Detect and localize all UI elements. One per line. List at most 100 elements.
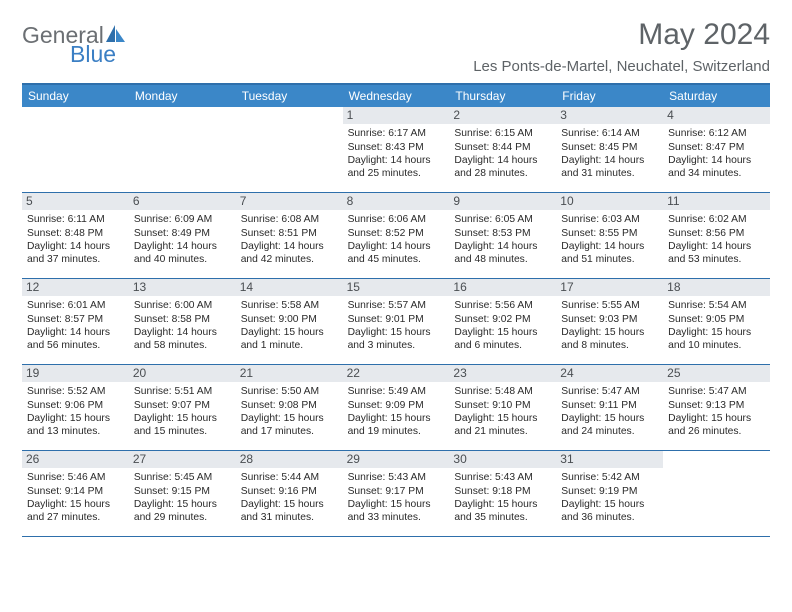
sunset-text: Sunset: 8:45 PM (561, 141, 658, 154)
sunset-text: Sunset: 9:00 PM (241, 313, 338, 326)
day-number: 13 (129, 279, 236, 296)
sunset-text: Sunset: 9:02 PM (454, 313, 551, 326)
day-number: 29 (343, 451, 450, 468)
day-cell: 25Sunrise: 5:47 AMSunset: 9:13 PMDayligh… (663, 365, 770, 450)
sunrise-text: Sunrise: 6:11 AM (27, 213, 124, 226)
sunrise-text: Sunrise: 5:57 AM (348, 299, 445, 312)
daylight-text: Daylight: 14 hours (27, 240, 124, 253)
sunrise-text: Sunrise: 6:14 AM (561, 127, 658, 140)
daylight-text: and 17 minutes. (241, 425, 338, 438)
sunset-text: Sunset: 9:16 PM (241, 485, 338, 498)
day-cell: 1Sunrise: 6:17 AMSunset: 8:43 PMDaylight… (343, 107, 450, 192)
daylight-text: Daylight: 15 hours (348, 412, 445, 425)
sunrise-text: Sunrise: 6:00 AM (134, 299, 231, 312)
day-number: 27 (129, 451, 236, 468)
dow-wednesday: Wednesday (343, 85, 450, 107)
sunrise-text: Sunrise: 6:01 AM (27, 299, 124, 312)
dow-sunday: Sunday (22, 85, 129, 107)
daylight-text: and 1 minute. (241, 339, 338, 352)
daylight-text: and 56 minutes. (27, 339, 124, 352)
day-cell: 16Sunrise: 5:56 AMSunset: 9:02 PMDayligh… (449, 279, 556, 364)
daylight-text: Daylight: 15 hours (561, 326, 658, 339)
day-number: 3 (556, 107, 663, 124)
sunrise-text: Sunrise: 6:08 AM (241, 213, 338, 226)
sunrise-text: Sunrise: 5:58 AM (241, 299, 338, 312)
day-number: 12 (22, 279, 129, 296)
day-cell: 27Sunrise: 5:45 AMSunset: 9:15 PMDayligh… (129, 451, 236, 536)
sunset-text: Sunset: 8:56 PM (668, 227, 765, 240)
day-cell: 23Sunrise: 5:48 AMSunset: 9:10 PMDayligh… (449, 365, 556, 450)
daylight-text: Daylight: 15 hours (348, 326, 445, 339)
day-cell: 13Sunrise: 6:00 AMSunset: 8:58 PMDayligh… (129, 279, 236, 364)
daylight-text: Daylight: 14 hours (348, 154, 445, 167)
day-cell: 7Sunrise: 6:08 AMSunset: 8:51 PMDaylight… (236, 193, 343, 278)
daylight-text: Daylight: 15 hours (561, 498, 658, 511)
calendar: Sunday Monday Tuesday Wednesday Thursday… (22, 83, 770, 537)
day-cell: 5Sunrise: 6:11 AMSunset: 8:48 PMDaylight… (22, 193, 129, 278)
day-cell: 30Sunrise: 5:43 AMSunset: 9:18 PMDayligh… (449, 451, 556, 536)
day-cell: 29Sunrise: 5:43 AMSunset: 9:17 PMDayligh… (343, 451, 450, 536)
daylight-text: Daylight: 14 hours (561, 240, 658, 253)
daylight-text: and 42 minutes. (241, 253, 338, 266)
day-cell: 4Sunrise: 6:12 AMSunset: 8:47 PMDaylight… (663, 107, 770, 192)
daylight-text: Daylight: 15 hours (561, 412, 658, 425)
sunset-text: Sunset: 9:03 PM (561, 313, 658, 326)
week-row: 1Sunrise: 6:17 AMSunset: 8:43 PMDaylight… (22, 107, 770, 193)
sunrise-text: Sunrise: 5:48 AM (454, 385, 551, 398)
sunrise-text: Sunrise: 5:42 AM (561, 471, 658, 484)
sunset-text: Sunset: 8:52 PM (348, 227, 445, 240)
sunset-text: Sunset: 9:05 PM (668, 313, 765, 326)
week-row: 12Sunrise: 6:01 AMSunset: 8:57 PMDayligh… (22, 279, 770, 365)
day-cell: 15Sunrise: 5:57 AMSunset: 9:01 PMDayligh… (343, 279, 450, 364)
daylight-text: and 37 minutes. (27, 253, 124, 266)
day-cell: 11Sunrise: 6:02 AMSunset: 8:56 PMDayligh… (663, 193, 770, 278)
day-cell: 22Sunrise: 5:49 AMSunset: 9:09 PMDayligh… (343, 365, 450, 450)
sunrise-text: Sunrise: 5:50 AM (241, 385, 338, 398)
dow-tuesday: Tuesday (236, 85, 343, 107)
day-number: 26 (22, 451, 129, 468)
sunrise-text: Sunrise: 5:43 AM (348, 471, 445, 484)
sunset-text: Sunset: 9:06 PM (27, 399, 124, 412)
daylight-text: and 31 minutes. (561, 167, 658, 180)
daylight-text: and 28 minutes. (454, 167, 551, 180)
day-cell: 18Sunrise: 5:54 AMSunset: 9:05 PMDayligh… (663, 279, 770, 364)
week-row: 26Sunrise: 5:46 AMSunset: 9:14 PMDayligh… (22, 451, 770, 537)
daylight-text: Daylight: 14 hours (668, 154, 765, 167)
daylight-text: and 6 minutes. (454, 339, 551, 352)
brand-logo: GeneralBlue (22, 24, 126, 70)
daylight-text: Daylight: 14 hours (561, 154, 658, 167)
day-number: 10 (556, 193, 663, 210)
day-number: 21 (236, 365, 343, 382)
day-number: 17 (556, 279, 663, 296)
daylight-text: Daylight: 15 hours (668, 412, 765, 425)
sunrise-text: Sunrise: 5:51 AM (134, 385, 231, 398)
daylight-text: Daylight: 15 hours (241, 326, 338, 339)
daylight-text: Daylight: 15 hours (454, 498, 551, 511)
day-number: 5 (22, 193, 129, 210)
daylight-text: and 15 minutes. (134, 425, 231, 438)
daylight-text: Daylight: 15 hours (454, 326, 551, 339)
daylight-text: Daylight: 15 hours (134, 498, 231, 511)
daylight-text: Daylight: 14 hours (454, 154, 551, 167)
daylight-text: and 25 minutes. (348, 167, 445, 180)
daylight-text: and 10 minutes. (668, 339, 765, 352)
sunset-text: Sunset: 8:53 PM (454, 227, 551, 240)
title-block: May 2024 Les Ponts-de-Martel, Neuchatel,… (473, 18, 770, 75)
daylight-text: and 3 minutes. (348, 339, 445, 352)
sunrise-text: Sunrise: 5:45 AM (134, 471, 231, 484)
daylight-text: and 33 minutes. (348, 511, 445, 524)
daylight-text: Daylight: 14 hours (668, 240, 765, 253)
brand-blue: Blue (70, 41, 116, 67)
month-title: May 2024 (473, 18, 770, 52)
daylight-text: Daylight: 14 hours (241, 240, 338, 253)
day-number: 7 (236, 193, 343, 210)
daylight-text: Daylight: 15 hours (27, 498, 124, 511)
day-number: 6 (129, 193, 236, 210)
dow-monday: Monday (129, 85, 236, 107)
day-cell: 6Sunrise: 6:09 AMSunset: 8:49 PMDaylight… (129, 193, 236, 278)
sunset-text: Sunset: 8:55 PM (561, 227, 658, 240)
daylight-text: Daylight: 15 hours (668, 326, 765, 339)
header: GeneralBlue May 2024 Les Ponts-de-Martel… (22, 18, 770, 75)
sunrise-text: Sunrise: 5:44 AM (241, 471, 338, 484)
sunset-text: Sunset: 9:10 PM (454, 399, 551, 412)
